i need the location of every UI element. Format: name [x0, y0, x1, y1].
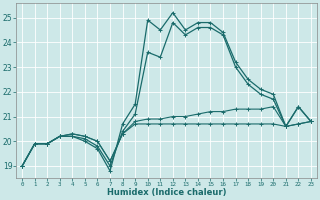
X-axis label: Humidex (Indice chaleur): Humidex (Indice chaleur) — [107, 188, 226, 197]
